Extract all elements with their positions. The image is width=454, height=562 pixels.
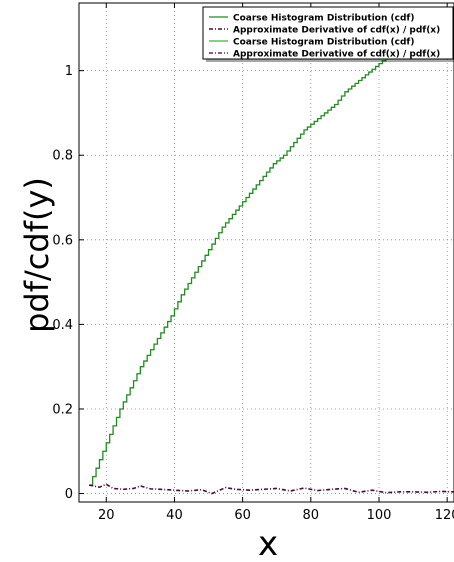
- x-tick-label: 80: [303, 508, 320, 523]
- series-cdf-line: [89, 49, 397, 486]
- y-tick-label: 0.4: [52, 318, 73, 333]
- grid: [79, 3, 454, 502]
- plot-series: [89, 49, 454, 495]
- x-tick-label: 100: [367, 508, 392, 523]
- x-tick-label: 40: [166, 508, 183, 523]
- x-tick-label: 120: [435, 508, 454, 523]
- legend-entry-2: Approximate Derivative of cdf(x) / pdf(x…: [233, 26, 440, 36]
- y-tick-label: 0.2: [52, 402, 73, 417]
- y-axis-label: pdf/cdf(y): [18, 177, 56, 333]
- legend-entry-1: Coarse Histogram Distribution (cdf): [233, 14, 414, 24]
- series-pdf-line: [89, 483, 454, 495]
- y-tick-label: 0.8: [52, 149, 73, 164]
- legend: Coarse Histogram Distribution (cdf) Appr…: [202, 6, 454, 62]
- y-tick-label: 1: [65, 64, 73, 79]
- legend-box: [202, 6, 454, 60]
- x-axis-label: x: [258, 524, 278, 562]
- legend-entry-4: Approximate Derivative of cdf(x) / pdf(x…: [233, 50, 440, 60]
- legend-entry-3: Coarse Histogram Distribution (cdf): [233, 38, 414, 48]
- x-tick-label: 60: [234, 508, 251, 523]
- ticks: 20 40 60 80 100 120 0 0.2 0.4 0.6 0.8 1: [52, 3, 454, 523]
- x-tick-label: 20: [98, 508, 115, 523]
- plot-frame: [78, 2, 454, 503]
- y-tick-label: 0.6: [52, 233, 73, 248]
- y-tick-label: 0: [65, 487, 73, 502]
